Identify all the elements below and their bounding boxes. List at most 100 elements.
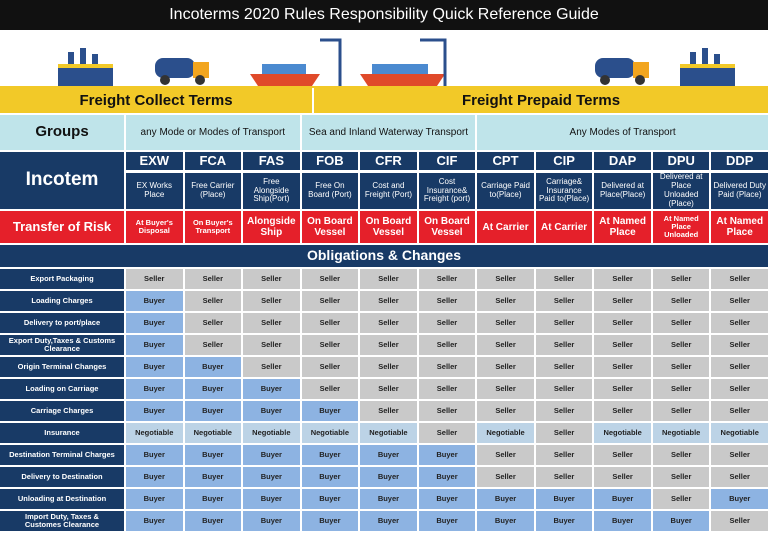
cell: Seller (243, 335, 300, 355)
cell: Negotiable (711, 423, 768, 443)
cell: Seller (418, 357, 476, 377)
cell: Seller (594, 335, 651, 355)
cell: Buyer (360, 511, 417, 531)
table: Groups any Mode or Modes of Transport Sea … (0, 115, 768, 531)
cell: Seller (360, 401, 417, 421)
cell: Seller (535, 291, 593, 311)
cell: Buyer (535, 489, 593, 509)
cell: Seller (535, 335, 593, 355)
incoterm-code: CIF (418, 152, 476, 171)
cell: Seller (594, 357, 651, 377)
cell: Seller (711, 401, 768, 421)
group: Any Modes of Transport (477, 115, 768, 150)
incoterm-code: DAP (594, 152, 651, 171)
cell: Buyer (184, 467, 242, 487)
cell: Buyer (477, 489, 534, 509)
freight-prepaid: Freight Prepaid Terms (461, 92, 621, 109)
cell: Seller (711, 379, 768, 399)
row-label: Origin Terminal Changes (0, 357, 124, 377)
cell: Buyer (184, 445, 242, 465)
cell: Buyer (360, 445, 417, 465)
cell: Seller (594, 269, 651, 289)
cell: Seller (360, 313, 417, 333)
cell: Seller (711, 335, 768, 355)
cell: Seller (360, 357, 417, 377)
cell: Negotiable (126, 423, 183, 443)
cell: Seller (594, 467, 651, 487)
incoterm-desc: EX Works Place (126, 173, 183, 209)
cell: Buyer (126, 401, 183, 421)
cell: Seller (477, 335, 534, 355)
risk-label: Transfer of Risk (0, 211, 124, 243)
cell: Seller (535, 467, 593, 487)
cell: Seller (477, 269, 534, 289)
cell: Buyer (184, 489, 242, 509)
incoterm-desc: Carriage& Insurance Paid to(Place) (535, 173, 593, 209)
cell: Seller (418, 401, 476, 421)
cell: Seller (594, 291, 651, 311)
risk-cell: At Named Place Unloaded (652, 211, 710, 243)
incoterm-desc: Cost and Freight (Port) (360, 173, 417, 209)
cell: Seller (360, 291, 417, 311)
row-label: Unloading at Destination (0, 489, 124, 509)
incoterm-desc: Delivered Duty Paid (Place) (711, 173, 768, 209)
cell: Seller (360, 379, 417, 399)
groups-label: Groups (0, 115, 124, 150)
cell: Seller (243, 291, 300, 311)
cell: Buyer (360, 467, 417, 487)
cell: Seller (652, 445, 710, 465)
cell: Seller (360, 335, 417, 355)
freight-collect: Freight Collect Terms (79, 92, 233, 109)
incoterm-desc: Delivered at Place Unloaded (Place) (652, 173, 710, 209)
cell: Seller (652, 467, 710, 487)
cell: Seller (711, 291, 768, 311)
row-label: Destination Terminal Charges (0, 445, 124, 465)
row-label: Import Duty, Taxes & Customes Clearance (0, 511, 124, 531)
risk-cell: At Carrier (477, 211, 534, 243)
cell: Seller (535, 379, 593, 399)
cell: Seller (652, 357, 710, 377)
cell: Buyer (301, 401, 359, 421)
incoterm-code: EXW (126, 152, 183, 171)
cell: Buyer (126, 445, 183, 465)
cell: Buyer (126, 511, 183, 531)
cell: Seller (711, 467, 768, 487)
incoterm-code: CPT (477, 152, 534, 171)
cell: Seller (711, 357, 768, 377)
incoterm-code: CFR (360, 152, 417, 171)
cell: Negotiable (243, 423, 300, 443)
cell: Seller (418, 313, 476, 333)
incoterm-code: FAS (243, 152, 300, 171)
cell: Buyer (301, 489, 359, 509)
cell: Buyer (477, 511, 534, 531)
risk-cell: At Carrier (535, 211, 593, 243)
risk-cell: Alongside Ship (243, 211, 300, 243)
cell: Seller (535, 269, 593, 289)
illustration (0, 30, 768, 88)
cell: Seller (418, 423, 476, 443)
cell: Buyer (360, 489, 417, 509)
risk-cell: At Named Place (711, 211, 768, 243)
cell: Buyer (126, 379, 183, 399)
cell: Seller (535, 445, 593, 465)
risk-cell: On Board Vessel (360, 211, 417, 243)
row-label: Insurance (0, 423, 124, 443)
cell: Seller (477, 445, 534, 465)
cell: Seller (652, 291, 710, 311)
row-label: Loading Charges (0, 291, 124, 311)
group: Sea and Inland Waterway Transport (301, 115, 476, 150)
cell: Negotiable (360, 423, 417, 443)
cell: Seller (594, 379, 651, 399)
cell: Seller (477, 467, 534, 487)
cell: Seller (418, 379, 476, 399)
cell: Seller (243, 313, 300, 333)
cell: Seller (418, 335, 476, 355)
freight-bar: Freight Collect Terms Freight Prepaid Te… (0, 88, 768, 113)
cell: Buyer (126, 467, 183, 487)
cell: Buyer (652, 511, 710, 531)
title: Incoterms 2020 Rules Responsibility Quic… (0, 0, 768, 30)
cell: Seller (477, 401, 534, 421)
cell: Seller (535, 401, 593, 421)
cell: Seller (711, 511, 768, 531)
